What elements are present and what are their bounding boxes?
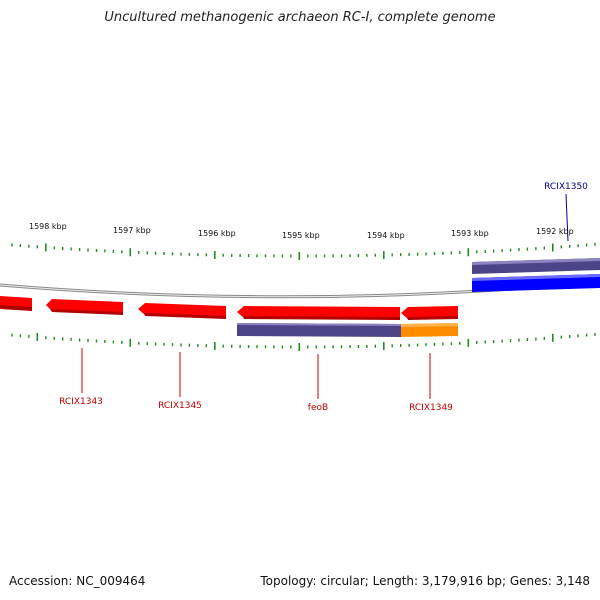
ruler-ticks-bottom bbox=[11, 332, 596, 351]
map-title: Uncultured methanogenic archaeon RC-I, c… bbox=[104, 10, 496, 25]
gene-label-rcix1349[interactable]: RCIX1349 bbox=[409, 403, 453, 413]
ruler-label: 1598 kbp bbox=[29, 222, 67, 231]
ruler-label: 1593 kbp bbox=[451, 229, 489, 238]
label-line-rcix1350 bbox=[565, 193, 569, 242]
orf-track-reverse bbox=[237, 323, 401, 337]
ruler-label: 1596 kbp bbox=[198, 229, 236, 238]
gene-rcix1345-arrow-shadow bbox=[144, 313, 226, 319]
ruler-label: 1594 kbp bbox=[367, 231, 405, 240]
gene-label-rcix1350[interactable]: RCIX1350 bbox=[544, 182, 588, 192]
ruler-label: 1595 kbp bbox=[282, 231, 320, 240]
gene-label-rcix1343[interactable]: RCIX1343 bbox=[59, 397, 103, 407]
gene-rcix1349-arrow[interactable] bbox=[401, 306, 458, 319]
gene-label-feob[interactable]: feoB bbox=[308, 403, 328, 413]
ruler-label: 1597 kbp bbox=[113, 226, 151, 235]
gene-feob-arrow-shadow bbox=[243, 316, 400, 320]
gene-rcix1343-arrow-shadow bbox=[50, 309, 123, 315]
ruler-label: 1592 kbp bbox=[536, 227, 574, 236]
footer-stats: Topology: circular; Length: 3,179,916 bp… bbox=[260, 574, 590, 588]
gene-rcix1342-arrow-shadow bbox=[0, 305, 32, 311]
gene-label-rcix1345[interactable]: RCIX1345 bbox=[158, 401, 202, 411]
gene-rcix1349-arrow-shadow bbox=[407, 316, 458, 320]
gene-rcix1350-arrow-highlight bbox=[472, 274, 600, 281]
gene-feob-arrow[interactable] bbox=[237, 306, 400, 319]
orf-track-forward-highlight bbox=[472, 258, 600, 265]
orf-track-reverse-orange-highlight bbox=[401, 323, 458, 327]
footer-accession: Accession: NC_009464 bbox=[9, 574, 146, 588]
orf-track-reverse-highlight bbox=[237, 323, 401, 326]
reverse-genes bbox=[0, 296, 458, 320]
ruler-ticks-top bbox=[11, 242, 596, 260]
ruler-labels: 1598 kbp 1597 kbp 1596 kbp 1595 kbp 1594… bbox=[29, 222, 574, 240]
